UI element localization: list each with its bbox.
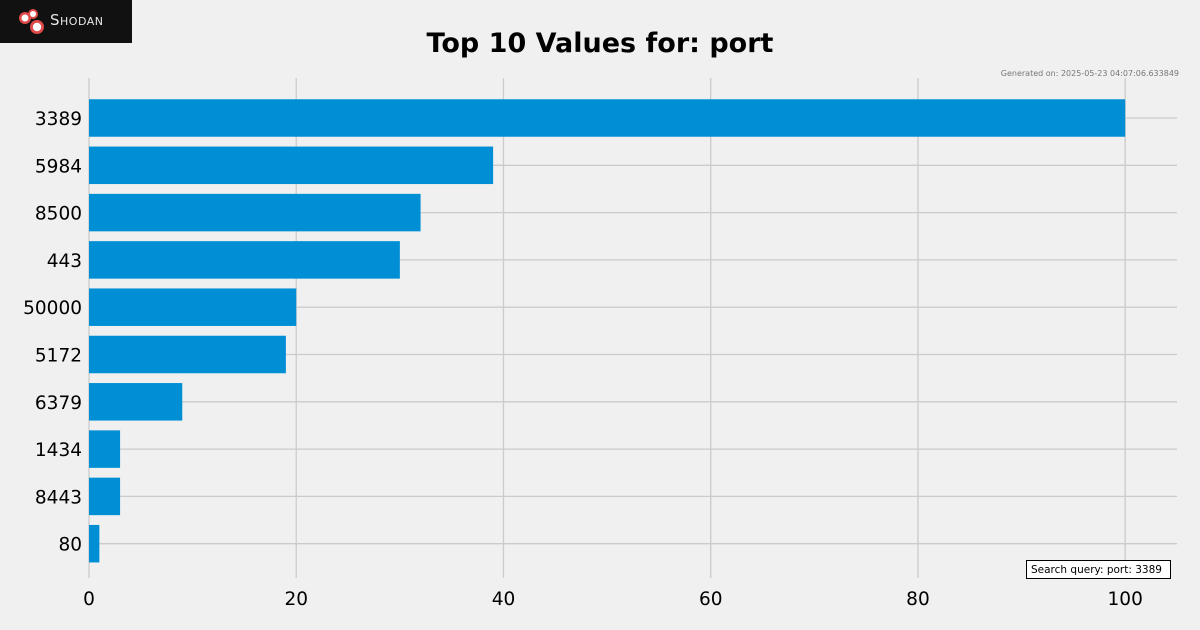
bar-3389 <box>89 99 1126 137</box>
y-tick-label: 50000 <box>23 298 82 319</box>
y-tick-label: 80 <box>58 535 82 556</box>
y-tick-label: 5984 <box>35 156 82 177</box>
logo-text: Shodan <box>50 11 104 29</box>
bar-443 <box>89 241 400 279</box>
x-tick-label: 20 <box>284 589 308 610</box>
bar-1434 <box>89 430 121 468</box>
shodan-logo[interactable]: Shodan <box>0 0 132 43</box>
bar-8443 <box>89 477 121 516</box>
bar-80 <box>89 524 100 563</box>
bar-5984 <box>89 146 494 185</box>
bar-50000 <box>89 288 297 326</box>
x-tick-label: 40 <box>492 589 516 610</box>
search-query-box: Search query: port: 3389 <box>1026 560 1171 579</box>
x-tick-label: 60 <box>699 589 723 610</box>
y-tick-label: 8443 <box>35 487 82 508</box>
y-tick-label: 3389 <box>35 109 82 130</box>
bar-8500 <box>89 193 421 232</box>
y-tick-label: 5172 <box>35 346 82 367</box>
y-tick-label: 6379 <box>35 393 82 414</box>
x-tick-label: 0 <box>83 589 95 610</box>
x-tick-label: 100 <box>1108 589 1143 610</box>
y-tick-label: 1434 <box>35 440 82 461</box>
y-tick-label: 8500 <box>35 204 82 225</box>
y-tick-label: 443 <box>47 251 82 272</box>
bar-6379 <box>89 383 183 421</box>
bar-5172 <box>89 335 286 374</box>
shodan-logo-icon <box>19 9 44 34</box>
generated-timestamp: Generated on: 2025-05-23 04:07:06.633849 <box>1000 69 1179 78</box>
x-tick-label: 80 <box>906 589 930 610</box>
chart-title: Top 10 Values for: port <box>426 28 774 59</box>
